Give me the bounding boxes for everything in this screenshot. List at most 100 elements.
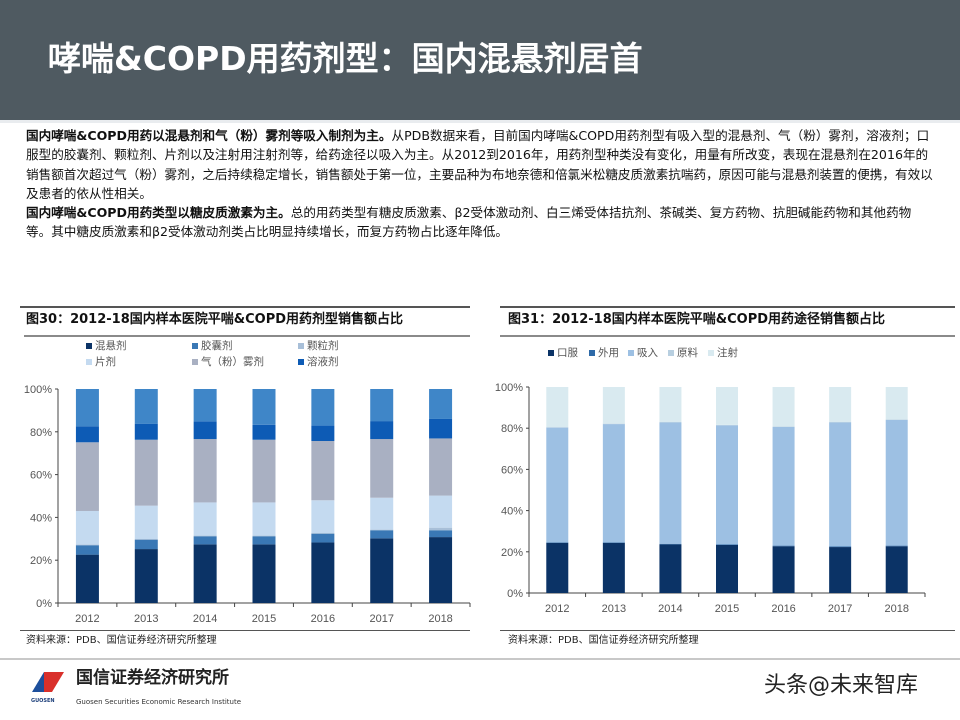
bar-segment-吸入-2016: [772, 426, 795, 546]
slide-header: 哮喘&COPD用药剂型：国内混悬剂居首: [0, 0, 960, 120]
bar-segment-other-2018: [429, 389, 453, 419]
chart1-bottom-rule: [20, 630, 470, 631]
bar-segment-片剂-2012: [75, 510, 99, 545]
bar-segment-片剂-2015: [252, 502, 276, 536]
y-tick-label: 0%: [507, 588, 523, 600]
bar-segment-外用-2015: [716, 544, 738, 546]
bar-segment-other-2015: [252, 389, 276, 425]
x-tick-label: 2013: [602, 603, 626, 615]
chart2-bottom-rule: [500, 630, 955, 631]
legend-label-2: 吸入: [637, 347, 658, 359]
bar-segment-外用-2017: [829, 546, 852, 548]
bar-segment-吸入-2012: [546, 427, 569, 543]
bar-segment-片剂-2017: [370, 497, 394, 530]
bar-segment-溶液剂-2018: [429, 418, 453, 439]
guosen-logo-icon: [32, 672, 64, 692]
bar-segment-片剂-2016: [311, 500, 335, 534]
x-tick-label: 2012: [545, 603, 569, 615]
bar-segment-吸入-2014: [659, 422, 682, 544]
bar-segment-混悬剂-2013: [134, 549, 158, 603]
bar-segment-片剂-2013: [134, 505, 158, 540]
bar-segment-口服-2012: [546, 542, 569, 593]
legend-label-0: 口服: [557, 347, 578, 359]
bar-segment-胶囊剂-2017: [370, 530, 394, 539]
legend-swatch-0: [86, 343, 92, 349]
legend-swatch-2: [298, 343, 304, 349]
legend-label-1: 胶囊剂: [201, 339, 233, 352]
bar-segment-胶囊剂-2013: [134, 539, 158, 550]
bar-segment-颗粒剂-2016: [311, 533, 335, 534]
header-divider: [0, 120, 960, 123]
logo-english-name: Guosen Securities Economic Research Inst…: [76, 698, 241, 706]
chart2-title-rule: [500, 335, 955, 337]
bar-segment-注射-2018: [885, 387, 908, 420]
bar-segment-颗粒剂-2018: [429, 527, 453, 531]
bar-segment-other-2017: [370, 389, 394, 422]
x-tick-label: 2014: [658, 603, 682, 615]
chart2-top-rule: [500, 306, 955, 308]
x-tick-label: 2015: [252, 613, 276, 625]
bar-segment-气（粉）雾剂-2018: [429, 438, 453, 496]
logo-mark-text: GUOSEN: [31, 698, 55, 704]
bar-segment-混悬剂-2017: [370, 538, 394, 603]
y-tick-label: 100%: [495, 382, 523, 394]
bar-segment-片剂-2018: [429, 495, 453, 528]
chart2-source: 资料来源：PDB、国信证券经济研究所整理: [508, 635, 699, 646]
y-tick-label: 60%: [30, 470, 52, 482]
bar-segment-混悬剂-2012: [75, 554, 99, 603]
footer-divider: [0, 658, 960, 660]
y-tick-label: 80%: [30, 427, 52, 439]
y-tick-label: 40%: [501, 506, 523, 518]
bar-segment-other-2012: [75, 389, 99, 427]
paragraph-2-lead: 国内哮喘&COPD用药类型以糖皮质激素为主。: [26, 205, 291, 221]
y-tick-label: 60%: [501, 464, 523, 476]
x-tick-label: 2015: [715, 603, 739, 615]
bar-segment-混悬剂-2015: [252, 544, 276, 603]
bar-segment-气（粉）雾剂-2016: [311, 441, 335, 501]
bar-segment-吸入-2013: [602, 424, 625, 543]
body-text: 国内哮喘&COPD用药以混悬剂和气（粉）雾剂等吸入制剂为主。从PDB数据来看，目…: [26, 126, 936, 242]
chart1-title-rule: [24, 335, 470, 337]
bar-segment-颗粒剂-2012: [75, 544, 99, 546]
bar-segment-气（粉）雾剂-2012: [75, 442, 99, 511]
legend-label-2: 颗粒剂: [307, 339, 339, 352]
chart2-title: 图31：2012-18国内样本医院平喘&COPD用药途径销售额占比: [508, 312, 886, 327]
bar-segment-外用-2012: [546, 542, 569, 543]
x-tick-label: 2012: [75, 613, 99, 625]
bar-segment-颗粒剂-2014: [193, 535, 217, 537]
legend-label-5: 溶液剂: [307, 355, 339, 368]
y-tick-label: 80%: [501, 423, 523, 435]
x-tick-label: 2018: [428, 613, 452, 625]
paragraph-1-lead: 国内哮喘&COPD用药以混悬剂和气（粉）雾剂等吸入制剂为主。: [26, 128, 392, 143]
bar-segment-颗粒剂-2013: [134, 539, 158, 540]
y-tick-label: 20%: [501, 547, 523, 559]
legend-swatch-3: [86, 359, 92, 365]
bar-segment-注射-2014: [659, 387, 682, 423]
bar-segment-外用-2014: [659, 543, 682, 545]
bar-segment-口服-2017: [829, 547, 852, 593]
paragraph-2-text: 总的用药类型有糖皮质激素、β2受体激动剂、白三烯受体拮抗剂、茶碱类、复方药物、抗…: [26, 205, 912, 240]
bar-segment-气（粉）雾剂-2015: [252, 439, 276, 503]
bar-segment-注射-2013: [602, 387, 625, 424]
paragraph-2: 国内哮喘&COPD用药类型以糖皮质激素为主。总的用药类型有糖皮质激素、β2受体激…: [26, 203, 936, 242]
bar-segment-颗粒剂-2017: [370, 529, 394, 531]
bar-segment-注射-2016: [772, 387, 795, 427]
legend-label-4: 注射: [717, 346, 738, 359]
y-tick-label: 20%: [30, 555, 52, 567]
bar-segment-other-2016: [311, 389, 335, 426]
bar-segment-溶液剂-2016: [311, 425, 335, 442]
bar-segment-外用-2013: [602, 542, 625, 543]
legend-swatch-0: [548, 350, 554, 356]
bar-segment-颗粒剂-2015: [252, 535, 276, 537]
chart1-top-rule: [20, 306, 470, 308]
bar-segment-混悬剂-2018: [429, 537, 453, 603]
slide-title: 哮喘&COPD用药剂型：国内混悬剂居首: [48, 39, 643, 78]
legend-swatch-1: [192, 343, 198, 349]
bar-segment-吸入-2018: [885, 419, 908, 546]
x-tick-label: 2016: [771, 603, 795, 615]
y-tick-label: 40%: [30, 512, 52, 524]
legend-swatch-4: [192, 359, 198, 365]
legend-label-0: 混悬剂: [95, 339, 127, 352]
bar-segment-口服-2013: [602, 542, 625, 593]
